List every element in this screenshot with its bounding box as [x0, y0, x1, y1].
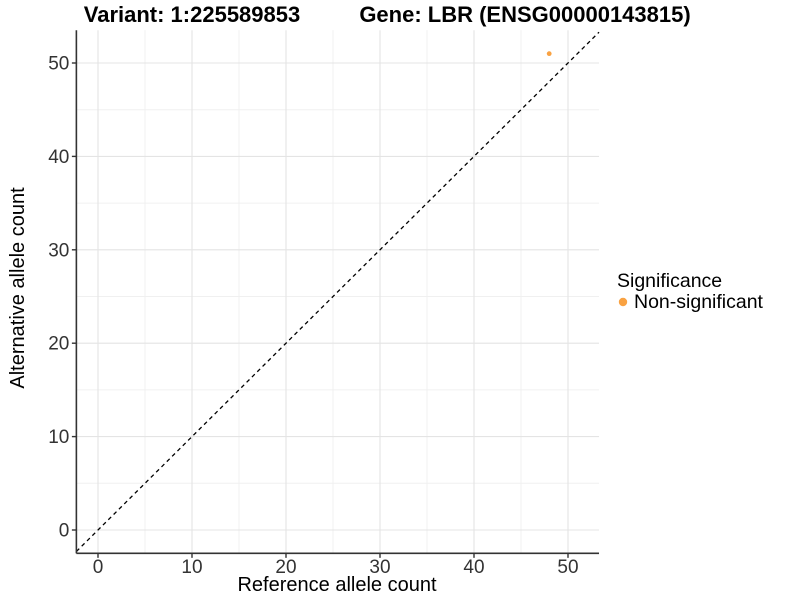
data-point	[546, 51, 552, 57]
y-axis-title: Alternative allele count	[7, 187, 29, 389]
x-tick-label: 40	[463, 557, 484, 578]
identity-reference-line	[75, 31, 600, 552]
x-tick-label: 30	[369, 557, 390, 578]
x-tick-label: 10	[181, 557, 202, 578]
x-tick-label: 0	[93, 557, 104, 578]
identity-reference-line-layer	[75, 31, 600, 552]
axes-layer: 0 10 20 30 40 50 0 10 20 30 40 50	[48, 30, 600, 578]
y-tick-label: 20	[48, 334, 69, 355]
grid-layer	[76, 30, 600, 554]
x-axis-title: Reference allele count	[237, 574, 436, 596]
gene-title: Gene: LBR (ENSG00000143815)	[359, 2, 690, 27]
y-tick-label: 10	[48, 427, 69, 448]
y-tick-label: 50	[48, 54, 69, 75]
legend-entry-label: Non-significant	[634, 291, 764, 313]
legend-title: Significance	[617, 270, 722, 292]
legend-point-swatch	[618, 297, 628, 307]
x-tick-label: 50	[557, 557, 578, 578]
y-tick-label: 40	[48, 147, 69, 168]
variant-title: Variant: 1:225589853	[84, 2, 301, 27]
data-points-layer	[546, 51, 552, 57]
y-tick-label: 30	[48, 240, 69, 261]
y-tick-label: 0	[59, 521, 70, 542]
legend: Significance Non-significant	[617, 270, 764, 313]
x-tick-label: 20	[275, 557, 296, 578]
